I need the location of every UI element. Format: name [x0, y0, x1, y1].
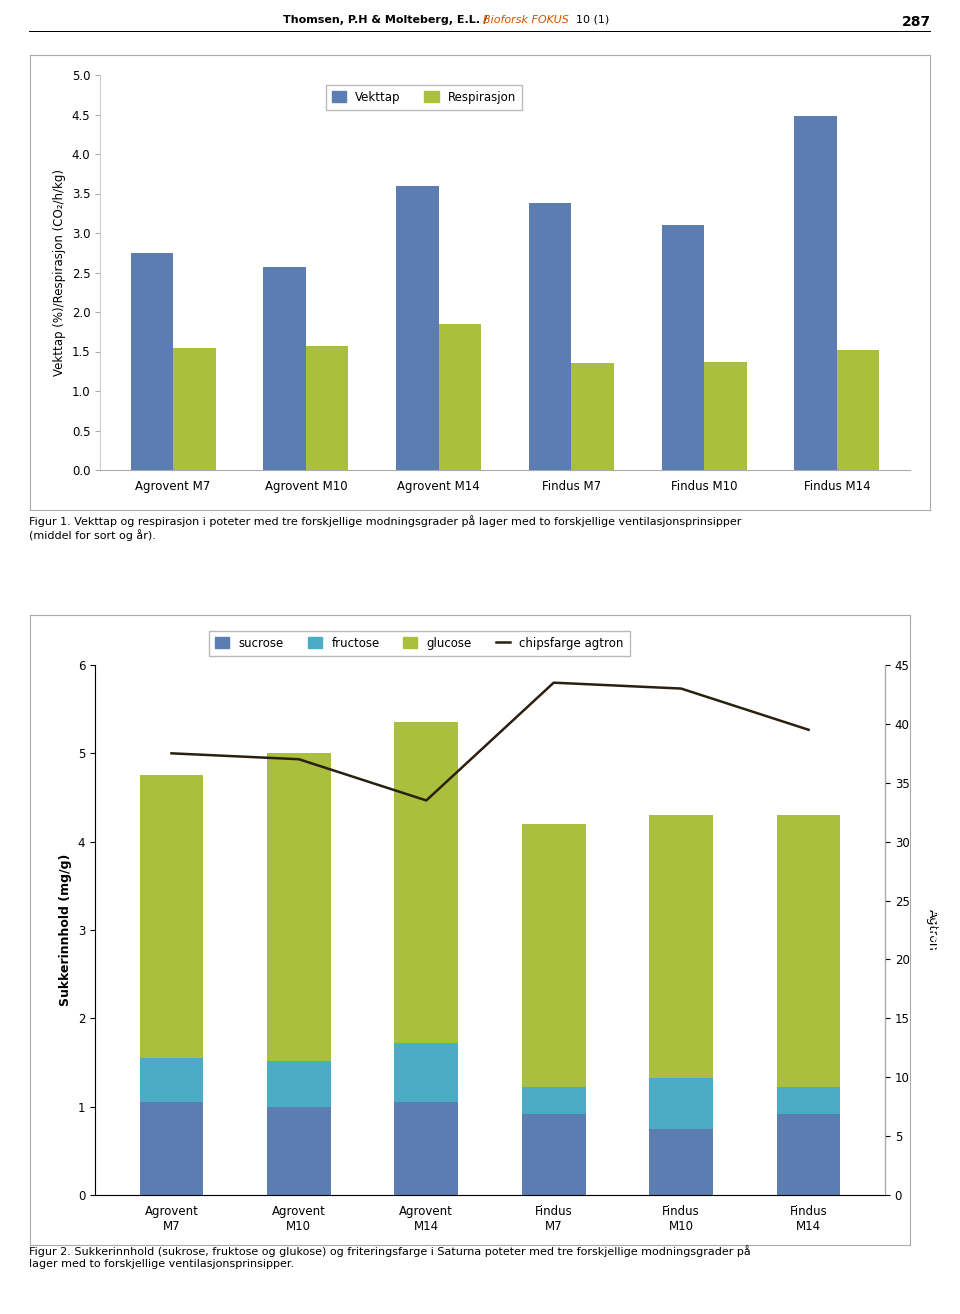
Text: /: / — [480, 14, 491, 25]
Text: Potet: Potet — [927, 909, 942, 951]
Bar — [139, 775, 204, 1058]
Y-axis label: Sukkerinnhold (mg/g): Sukkerinnhold (mg/g) — [60, 854, 72, 1007]
Legend: Vekttap, Respirasjon: Vekttap, Respirasjon — [325, 85, 522, 109]
Bar — [139, 1058, 204, 1102]
Line: chipsfarge agtron: chipsfarge agtron — [172, 683, 808, 800]
Bar — [439, 323, 481, 470]
Text: 287: 287 — [902, 14, 931, 29]
Y-axis label: Vekttap (%)/Respirasjon (CO₂/h/kg): Vekttap (%)/Respirasjon (CO₂/h/kg) — [53, 170, 66, 376]
Bar — [522, 1087, 586, 1114]
chipsfarge agtron — [166, 745, 178, 761]
Bar — [705, 361, 747, 470]
Bar — [529, 202, 571, 470]
Bar — [795, 116, 837, 470]
Bar — [522, 1114, 586, 1194]
Bar — [649, 1129, 713, 1194]
Bar — [395, 1043, 458, 1102]
Bar — [396, 185, 439, 470]
Text: Figur 2. Sukkerinnhold (sukrose, fruktose og glukose) og friteringsfarge i Satur: Figur 2. Sukkerinnhold (sukrose, fruktos… — [29, 1244, 751, 1268]
chipsfarge agtron — [548, 675, 560, 691]
Bar — [173, 348, 216, 470]
Bar — [267, 1060, 331, 1106]
Bar — [139, 1102, 204, 1194]
Text: Thomsen, P.H & Molteberg, E.L.: Thomsen, P.H & Molteberg, E.L. — [283, 14, 480, 25]
Legend: sucrose, fructose, glucose, chipsfarge agtron: sucrose, fructose, glucose, chipsfarge a… — [209, 631, 630, 656]
Bar — [522, 824, 586, 1087]
Bar — [649, 815, 713, 1079]
Text: 10 (1): 10 (1) — [569, 14, 610, 25]
Bar — [661, 225, 705, 470]
Bar — [777, 1114, 840, 1194]
chipsfarge agtron — [293, 752, 304, 767]
Bar — [395, 1102, 458, 1194]
Bar — [395, 723, 458, 1043]
Bar — [306, 346, 348, 470]
chipsfarge agtron — [676, 681, 687, 696]
Y-axis label: Agtron: Agtron — [926, 909, 939, 951]
chipsfarge agtron — [803, 721, 814, 737]
Text: Bioforsk FOKUS: Bioforsk FOKUS — [483, 14, 568, 25]
Bar — [131, 252, 173, 470]
Bar — [263, 267, 306, 470]
Bar — [649, 1079, 713, 1129]
Bar — [571, 363, 613, 470]
Bar — [267, 1106, 331, 1194]
Bar — [777, 1087, 840, 1114]
Bar — [837, 350, 879, 470]
Bar — [777, 815, 840, 1087]
Bar — [267, 753, 331, 1060]
Text: Figur 1. Vekttap og respirasjon i poteter med tre forskjellige modningsgrader på: Figur 1. Vekttap og respirasjon i potete… — [29, 515, 741, 541]
chipsfarge agtron — [420, 792, 432, 808]
